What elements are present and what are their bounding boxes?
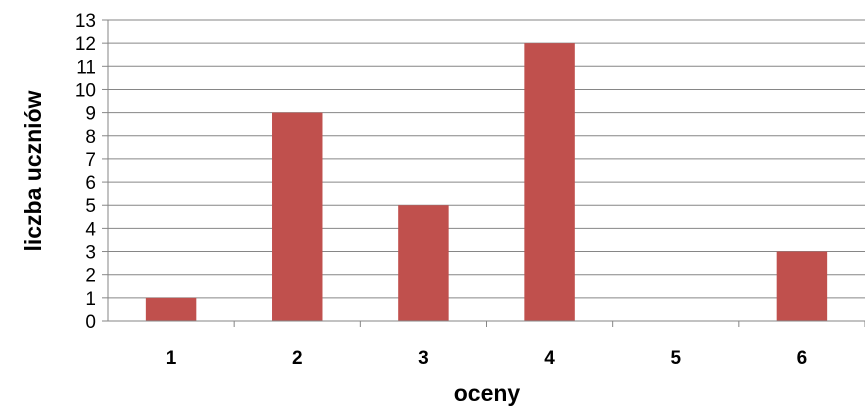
x-tick-labels: 1 2 3 4 5 6 [166, 321, 865, 369]
bars [145, 43, 828, 322]
x-tick-label: 1 [166, 348, 177, 369]
x-tick-label: 3 [418, 348, 429, 369]
y-tick-label: 2 [85, 266, 96, 287]
gridlines [108, 19, 865, 299]
y-tick-label: 10 [75, 80, 96, 101]
y-tick-label: 7 [85, 150, 96, 171]
y-tick-label: 9 [85, 104, 96, 125]
y-tick-label: 5 [85, 196, 96, 217]
bar-4 [524, 43, 575, 322]
bar-3 [398, 205, 449, 321]
x-tick-label: 5 [670, 348, 681, 369]
y-tick-label: 3 [85, 243, 96, 264]
y-tick-label: 1 [85, 289, 96, 310]
bar-6 [776, 251, 828, 321]
y-tick-label: 12 [75, 34, 96, 55]
y-tick-label: 8 [85, 127, 96, 148]
y-tick-label: 13 [75, 11, 96, 32]
bar-1 [145, 297, 197, 321]
bar-2 [272, 112, 323, 321]
y-tick-label: 0 [85, 312, 96, 333]
x-tick-label: 2 [292, 348, 303, 369]
y-axis-title: liczba uczniów [20, 90, 46, 251]
x-tick-label: 6 [797, 348, 808, 369]
y-tick-label: 11 [76, 57, 96, 78]
y-tick-label: 6 [85, 173, 96, 194]
x-axis-title: oceny [454, 380, 521, 406]
x-tick-label: 4 [544, 348, 555, 369]
y-tick-label: 4 [85, 219, 96, 240]
